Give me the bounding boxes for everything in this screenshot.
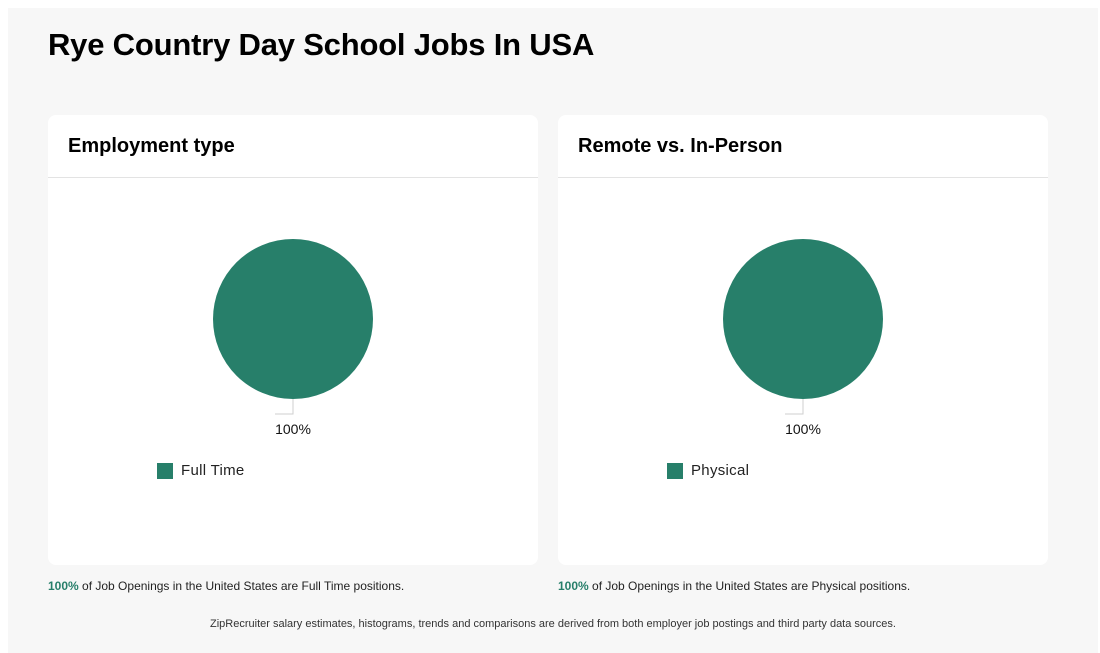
legend-label-full-time: Full Time <box>181 462 245 479</box>
slice-leader-line <box>275 399 294 415</box>
legend-swatch-full-time <box>157 462 173 479</box>
employment-type-pie-chart: 100% <box>213 239 373 437</box>
slice-percent-label: 100% <box>275 421 311 437</box>
legend: Full Time <box>157 462 245 479</box>
legend: Physical <box>667 462 749 479</box>
card-header: Employment type <box>48 115 538 178</box>
footer-disclaimer: ZipRecruiter salary estimates, histogram… <box>210 618 896 630</box>
caption-percent: 100% <box>558 579 589 593</box>
remote-vs-in-person-card: Remote vs. In-Person 100% Physical <box>558 115 1048 565</box>
caption-percent: 100% <box>48 579 79 593</box>
slice-leader-line <box>785 399 804 415</box>
caption-text: of Job Openings in the United States are… <box>78 579 405 593</box>
remote-vs-in-person-pie-chart: 100% <box>723 239 883 437</box>
employment-type-caption: 100% of Job Openings in the United State… <box>48 579 404 593</box>
employment-type-card: Employment type 100% Full Time <box>48 115 538 565</box>
pie-slice-physical <box>723 239 883 399</box>
pie-slice-full-time <box>213 239 373 399</box>
slice-percent-label: 100% <box>785 421 821 437</box>
legend-swatch-physical <box>667 462 683 479</box>
caption-text: of Job Openings in the United States are… <box>588 579 911 593</box>
card-title: Remote vs. In-Person <box>578 135 783 157</box>
card-title: Employment type <box>68 135 235 157</box>
page-title: Rye Country Day School Jobs In USA <box>48 27 595 62</box>
card-header: Remote vs. In-Person <box>558 115 1048 178</box>
remote-vs-in-person-caption: 100% of Job Openings in the United State… <box>558 579 910 593</box>
legend-label-physical: Physical <box>691 462 750 479</box>
